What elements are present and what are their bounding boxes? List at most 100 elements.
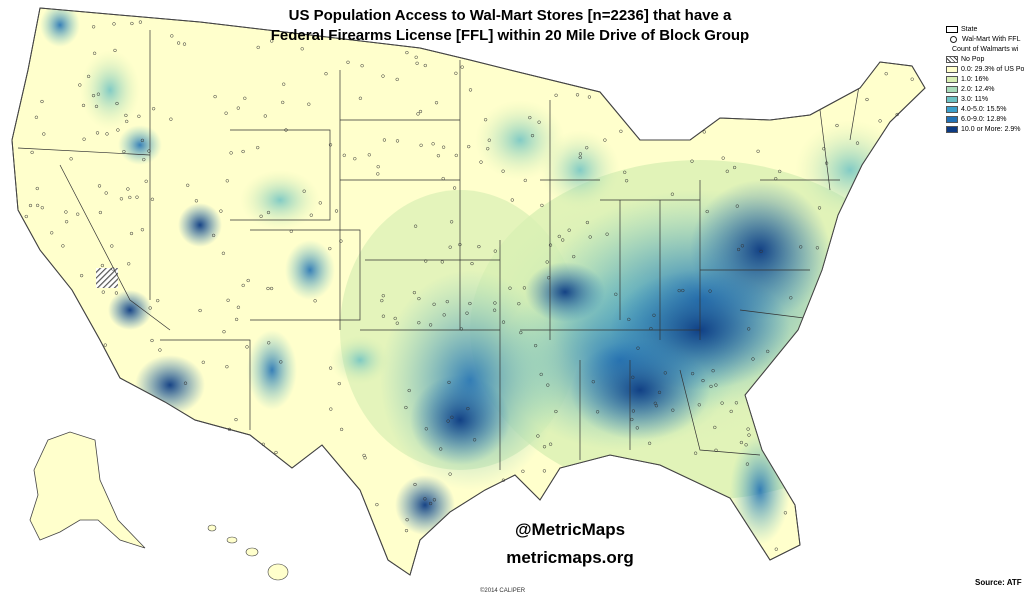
walmart-marker [774, 177, 778, 181]
walmart-marker [142, 157, 146, 162]
legend-state-label: State [961, 25, 978, 33]
legend-classes: 0.0: 29.3% of US Po 1.0: 16% 2.0: 12.4% 3.0… [946, 64, 1024, 134]
walmart-marker [169, 117, 173, 121]
walmart-marker [465, 311, 469, 315]
walmart-marker [619, 129, 623, 133]
walmart-marker [417, 321, 421, 325]
walmart-marker [381, 74, 385, 78]
walmart-marker [493, 301, 497, 305]
walmart-marker [614, 292, 618, 296]
walmart-marker [746, 427, 750, 431]
walmart-marker [405, 50, 409, 55]
walmart-marker [381, 314, 386, 318]
walmart-marker [446, 419, 450, 423]
walmart-marker [448, 472, 452, 476]
walmart-marker [127, 262, 131, 266]
walmart-marker [459, 327, 464, 331]
walmart-marker [492, 308, 497, 312]
legend-class-row: 4.0-5.0: 15.5% [946, 104, 1024, 114]
walmart-marker [521, 469, 525, 473]
map-legend: State Wal-Mart With FFL Count of Walmart… [946, 24, 1024, 134]
walmart-marker [418, 109, 423, 114]
copyright-text: ©2014 CALIPER [480, 588, 526, 594]
walmart-marker [35, 186, 39, 191]
walmart-marker [431, 142, 435, 146]
walmart-marker [508, 286, 512, 290]
walmart-marker [714, 448, 718, 452]
walmart-marker [339, 427, 344, 432]
walmart-marker [111, 267, 115, 271]
walmart-marker [778, 169, 782, 174]
walmart-marker [362, 453, 366, 458]
walmart-marker [530, 133, 535, 138]
map-title-line1: US Population Access to Wal-Mart Stores … [288, 7, 732, 24]
walmart-marker [537, 120, 541, 124]
walmart-marker [376, 172, 380, 176]
walmart-marker [229, 151, 233, 155]
walmart-marker [156, 298, 160, 303]
legend-class-label: 0.0: 29.3% of US Po [961, 65, 1024, 73]
walmart-marker [701, 378, 705, 383]
walmart-marker [517, 302, 521, 306]
walmart-marker [711, 369, 715, 373]
walmart-marker [367, 153, 371, 157]
walmart-marker [395, 321, 399, 325]
walmart-marker [545, 260, 549, 264]
walmart-marker [219, 209, 223, 213]
walmart-marker [447, 380, 451, 385]
walmart-marker [578, 152, 583, 156]
walmart-marker [572, 254, 576, 259]
walmart-marker [585, 220, 590, 225]
walmart-marker [105, 132, 109, 136]
walmart-marker [211, 233, 216, 238]
walmart-marker [346, 60, 350, 64]
walmart-marker [540, 203, 544, 208]
legend-walmart-label: Wal-Mart With FFL [962, 35, 1021, 43]
walmart-marker [708, 289, 712, 293]
walmart-marker [631, 409, 636, 413]
walmart-marker [328, 143, 333, 147]
walmart-marker [472, 438, 477, 442]
walmart-marker [266, 286, 270, 291]
walmart-marker [339, 239, 343, 243]
walmart-marker [150, 338, 154, 343]
walmart-marker [441, 176, 445, 181]
walmart-marker [649, 326, 653, 331]
legend-class-swatch [946, 105, 958, 113]
walmart-marker [307, 102, 311, 106]
walmart-marker [783, 511, 788, 515]
walmart-marker [324, 72, 328, 76]
walmart-marker [734, 401, 739, 405]
walmart-marker [714, 383, 718, 387]
walmart-marker [441, 145, 446, 149]
walmart-marker [76, 212, 80, 216]
walmart-marker [334, 209, 339, 213]
walmart-marker [104, 191, 108, 195]
walmart-marker [395, 139, 400, 143]
walmart-marker [510, 198, 514, 202]
walmart-marker [40, 99, 44, 104]
walmart-marker [221, 251, 226, 255]
walmart-marker [261, 442, 265, 446]
walmart-marker [274, 450, 278, 455]
walmart-marker [412, 290, 417, 295]
walmart-marker [61, 244, 65, 248]
walmart-marker [225, 365, 229, 369]
walmart-marker [542, 445, 547, 449]
walmart-marker [358, 96, 363, 100]
walmart-marker [575, 93, 580, 97]
walmart-marker [739, 440, 744, 445]
walmart-marker [554, 409, 558, 414]
walmart-marker [479, 160, 483, 164]
nopop-swatch [946, 55, 958, 63]
walmart-ffl-markers [24, 20, 914, 551]
walmart-marker [747, 327, 751, 331]
walmart-marker [627, 317, 631, 322]
walmart-marker [236, 106, 240, 110]
walmart-marker [194, 199, 199, 203]
walmart-marker [533, 343, 538, 348]
walmart-marker [256, 45, 260, 50]
walmart-marker [245, 345, 249, 349]
credit-site: metricmaps.org [506, 548, 634, 567]
walmart-marker [436, 154, 441, 158]
